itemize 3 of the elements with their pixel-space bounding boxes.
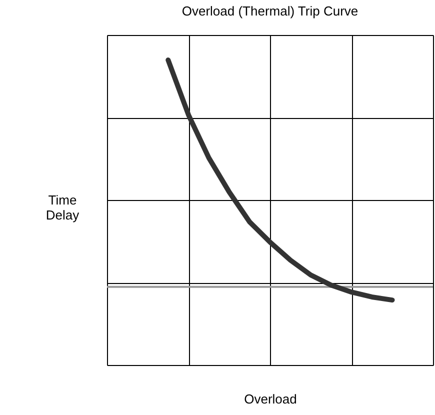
y-axis-title: Time Delay [46,192,80,222]
chart-title: Overload (Thermal) Trip Curve [182,3,358,18]
x-axis-title: Overload [244,392,297,406]
